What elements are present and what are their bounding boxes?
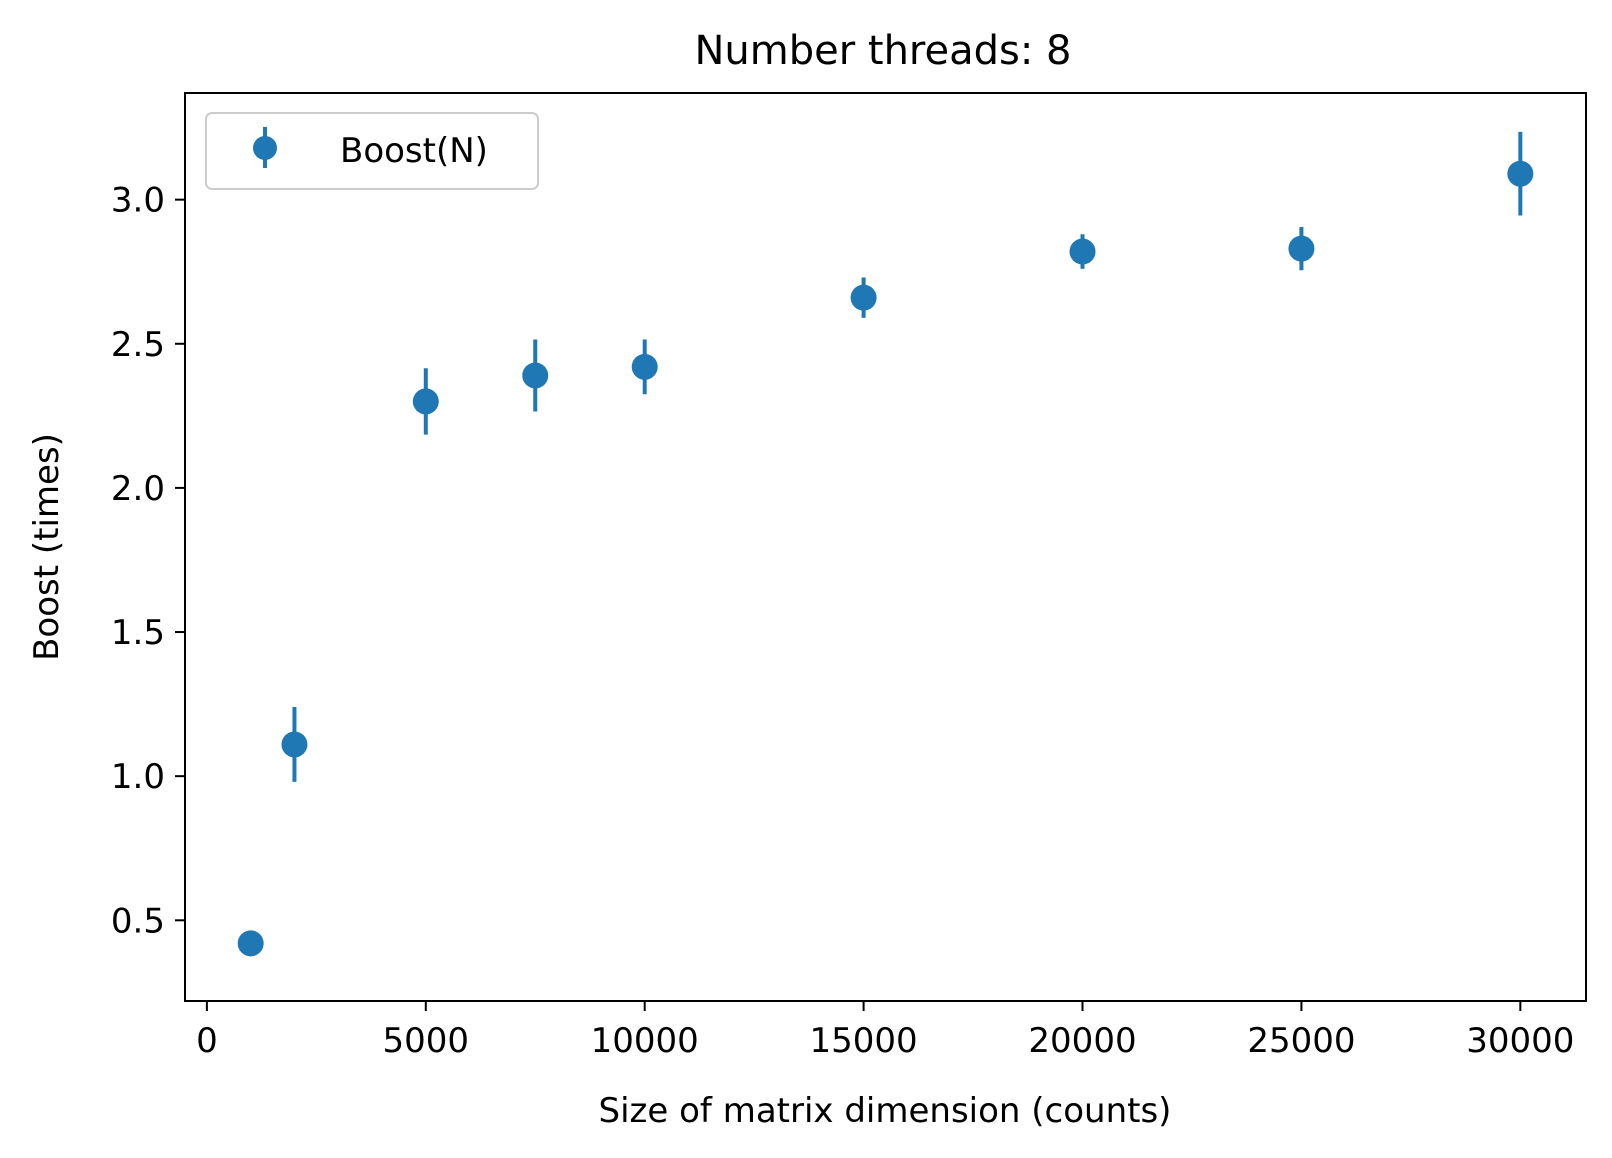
ticks-layer: 0 5000 10000 15000 20000 25000 30000 0.5 1.0 1.5 2… xyxy=(111,181,1574,1061)
data-point xyxy=(281,731,308,758)
x-tick-label: 20000 xyxy=(1028,1021,1136,1061)
y-tick-label: 2.0 xyxy=(111,469,165,509)
data-point xyxy=(631,353,658,380)
y-tick-label: 1.5 xyxy=(111,613,165,653)
chart-title: Number threads: 8 xyxy=(695,28,1072,74)
data-point xyxy=(412,388,439,415)
x-tick-label: 30000 xyxy=(1466,1021,1574,1061)
y-tick-label: 1.0 xyxy=(111,757,165,797)
legend-label: Boost(N) xyxy=(340,131,488,171)
data-point xyxy=(850,284,877,311)
data-points-layer xyxy=(237,131,1534,957)
y-tick-label: 0.5 xyxy=(111,901,165,941)
y-tick-label: 3.0 xyxy=(111,181,165,221)
data-point xyxy=(1507,160,1534,187)
x-tick-label: 0 xyxy=(196,1021,218,1061)
y-axis-label: Boost (times) xyxy=(27,433,67,661)
x-tick-label: 25000 xyxy=(1247,1021,1355,1061)
x-tick-label: 15000 xyxy=(810,1021,918,1061)
legend-box xyxy=(205,112,539,190)
legend-point-marker xyxy=(253,136,277,160)
y-tick-label: 2.5 xyxy=(111,325,165,365)
x-tick-label: 10000 xyxy=(591,1021,699,1061)
legend: Boost(N) xyxy=(205,112,539,190)
data-point xyxy=(522,362,549,389)
plot-area-frame xyxy=(184,92,1587,1002)
x-tick-label: 5000 xyxy=(383,1021,470,1061)
data-point xyxy=(237,930,264,957)
data-point xyxy=(1288,235,1315,262)
data-point xyxy=(1069,238,1096,265)
x-axis-label: Size of matrix dimension (counts) xyxy=(599,1091,1172,1131)
